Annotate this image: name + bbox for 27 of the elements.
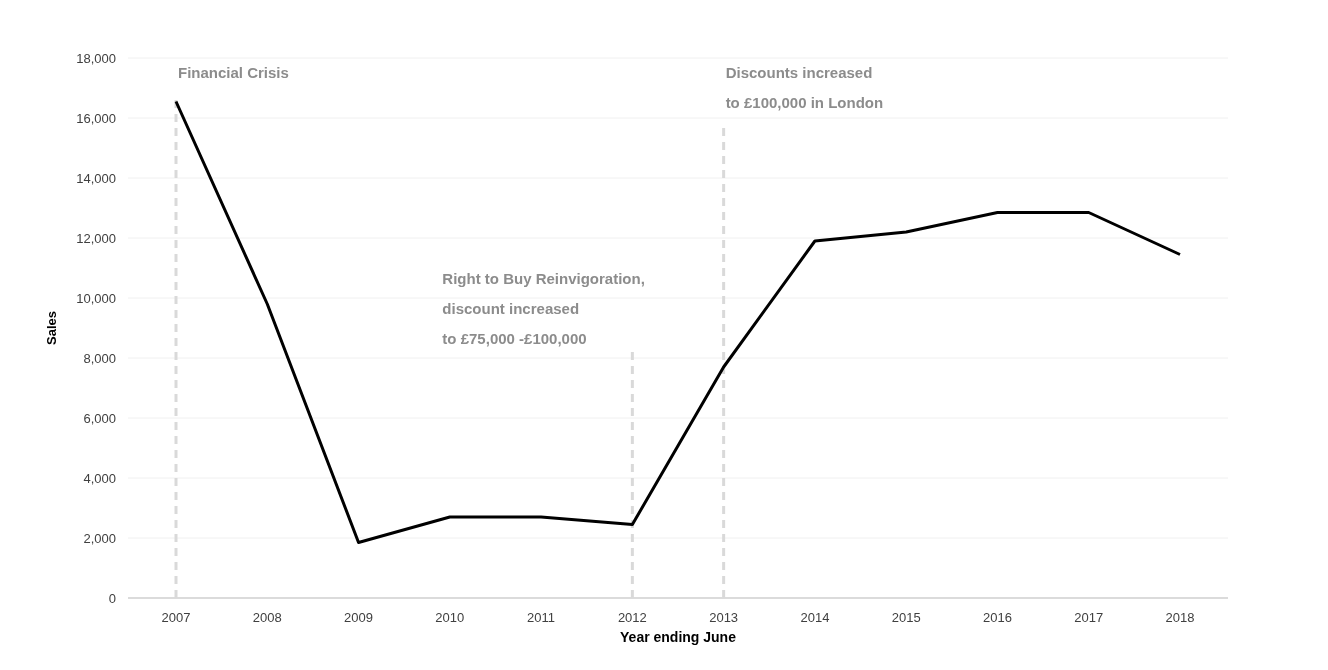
x-tick-label: 2015 xyxy=(891,610,921,625)
y-tick-label: 2,000 xyxy=(83,530,116,546)
x-tick-label: 2010 xyxy=(435,610,465,625)
x-tick-label: 2016 xyxy=(982,610,1012,625)
x-tick-label: 2009 xyxy=(344,610,374,625)
y-tick-label: 12,000 xyxy=(76,230,116,246)
y-tick-label: 16,000 xyxy=(76,110,116,126)
x-tick-label: 2008 xyxy=(252,610,282,625)
x-tick-label: 2012 xyxy=(617,610,647,625)
y-tick-label: 10,000 xyxy=(76,290,116,306)
x-axis-title: Year ending June xyxy=(620,629,737,645)
ref-line-label: Right to Buy Reinvigoration, discount increased to £75,000 -£100,000 xyxy=(442,270,645,348)
y-tick-label: 18,000 xyxy=(76,50,116,66)
y-tick-label: 6,000 xyxy=(83,410,116,426)
ref-line-label: Financial Crisis xyxy=(178,64,289,81)
x-tick-label: 2013 xyxy=(709,610,739,625)
y-tick-label: 0 xyxy=(108,590,116,606)
y-tick-label: 14,000 xyxy=(76,170,116,186)
ref-line-label: Discounts increased to £100,000 in London xyxy=(725,64,884,111)
y-tick-label: 4,000 xyxy=(83,470,116,486)
x-tick-label: 2017 xyxy=(1074,610,1104,625)
x-tick-label: 2011 xyxy=(527,610,556,625)
x-tick-label: 2018 xyxy=(1165,610,1195,625)
x-tick-label: 2007 xyxy=(161,610,191,625)
y-axis-title: Sales xyxy=(44,311,59,345)
x-tick-label: 2014 xyxy=(800,610,830,625)
y-tick-label: 8,000 xyxy=(83,350,116,366)
